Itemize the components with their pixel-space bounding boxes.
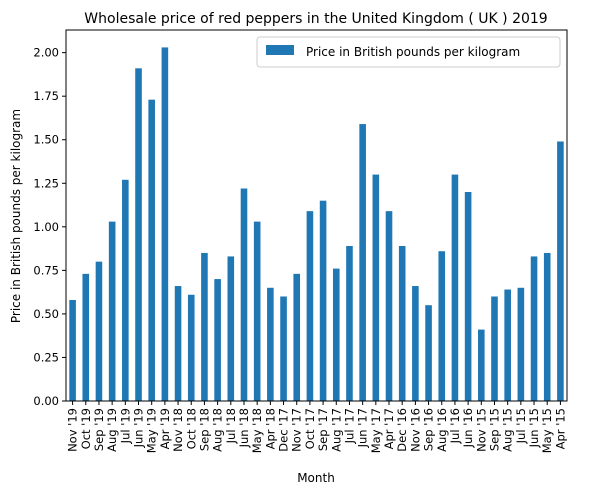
- x-tick-label: Dec '16: [395, 408, 409, 452]
- x-axis-label: Month: [297, 471, 335, 485]
- bar: [332, 268, 340, 401]
- x-axis: Nov '19 Oct '19 Sep '19 Aug '19 Jul '19 Jun '…: [66, 401, 567, 453]
- y-tick-label: 1.25: [33, 176, 59, 190]
- x-tick-label: Aug '19: [105, 408, 119, 452]
- bar: [240, 188, 248, 401]
- x-tick-label: Jul '15: [514, 408, 528, 444]
- x-tick-label: Apr '17: [382, 408, 396, 449]
- y-tick-label: 0.75: [33, 263, 59, 277]
- x-tick-label: Jul '19: [118, 408, 132, 444]
- bar: [201, 252, 208, 401]
- bar: [451, 174, 459, 401]
- bar: [174, 286, 182, 401]
- bar: [530, 256, 538, 401]
- x-tick-label: Jun '15: [527, 408, 541, 448]
- x-tick-label: Nov '17: [290, 408, 304, 452]
- bar: [319, 200, 327, 401]
- bar: [293, 273, 301, 401]
- bar: [214, 279, 221, 401]
- x-tick-label: Sep '17: [316, 408, 330, 451]
- bar: [504, 289, 511, 401]
- x-tick-label: Oct '17: [303, 408, 317, 449]
- x-tick-label: Oct '19: [79, 408, 93, 449]
- legend-box: [256, 36, 561, 68]
- x-tick-label: Jun '17: [356, 408, 370, 448]
- x-tick-label: Jun '18: [237, 408, 251, 448]
- y-tick-label: 2.00: [33, 46, 59, 60]
- x-tick-label: Sep '18: [197, 408, 211, 451]
- y-tick-label: 0.25: [33, 350, 59, 364]
- bar: [557, 141, 564, 401]
- bar: [372, 174, 380, 401]
- bar: [227, 256, 235, 401]
- y-axis-label: Price in British pounds per kilogram: [9, 109, 23, 323]
- x-tick-label: May '17: [369, 408, 383, 453]
- bar: [385, 211, 393, 401]
- bar: [543, 252, 551, 401]
- bar: [161, 47, 169, 401]
- x-tick-label: Nov '18: [171, 408, 185, 452]
- x-tick-label: Aug '16: [435, 408, 449, 452]
- bar: [346, 245, 353, 401]
- bar: [148, 99, 155, 402]
- bar: [478, 329, 485, 401]
- bar: [267, 287, 274, 401]
- x-tick-label: Oct '18: [184, 408, 198, 449]
- x-tick-label: Jul '17: [342, 408, 356, 444]
- y-tick-label: 0.00: [33, 394, 59, 408]
- x-tick-label: Jul '18: [224, 408, 238, 444]
- legend: Price in British pounds per kilogram: [256, 36, 561, 68]
- x-tick-label: Sep '15: [487, 408, 501, 451]
- y-tick-label: 1.50: [33, 133, 59, 147]
- x-tick-label: Jun '16: [461, 408, 475, 448]
- x-tick-label: May '15: [540, 408, 554, 453]
- bar: [425, 305, 432, 401]
- x-tick-label: Aug '15: [501, 408, 515, 452]
- x-tick-label: Nov '15: [474, 408, 488, 452]
- x-tick-label: Aug '17: [329, 408, 343, 452]
- bar: [135, 68, 142, 402]
- x-tick-label: Jul '16: [448, 408, 462, 444]
- y-tick-label: 0.50: [33, 307, 59, 321]
- legend-swatch: [266, 45, 294, 55]
- x-tick-label: Apr '19: [158, 408, 172, 449]
- bar: [412, 286, 419, 401]
- x-tick-label: May '18: [250, 408, 264, 453]
- bar: [95, 261, 103, 401]
- x-tick-label: Nov '16: [408, 408, 422, 452]
- bar: [108, 221, 116, 401]
- x-tick-label: Jun '19: [132, 408, 146, 448]
- bar: [69, 299, 76, 401]
- x-tick-label: May '19: [145, 408, 159, 453]
- bar: [253, 221, 261, 401]
- plot-frame: [65, 29, 568, 402]
- y-axis: 0.00 0.25 0.50 0.75 1.00 1.25 1.50 1.75 2.00: [33, 46, 66, 408]
- x-tick-label: Apr '15: [553, 408, 567, 449]
- bar: [491, 296, 498, 401]
- x-tick-label: Sep '19: [92, 408, 106, 451]
- legend-label: Price in British pounds per kilogram: [306, 45, 520, 59]
- bar: [517, 287, 525, 401]
- x-tick-label: Apr '18: [263, 408, 277, 449]
- chart-title: Wholesale price of red peppers in the Un…: [84, 11, 547, 27]
- bar: [398, 245, 406, 401]
- x-tick-label: Nov '19: [66, 408, 80, 452]
- bar: [438, 251, 446, 401]
- bar: [122, 179, 129, 401]
- bar: [306, 211, 314, 401]
- bar: [464, 191, 472, 401]
- bars-group: [69, 47, 564, 402]
- x-tick-label: Dec '17: [277, 408, 291, 452]
- y-tick-label: 1.75: [33, 89, 59, 103]
- bar: [187, 294, 195, 401]
- bar: [280, 296, 287, 401]
- x-tick-label: Aug '18: [211, 408, 225, 452]
- bar: [82, 273, 90, 401]
- y-tick-label: 1.00: [33, 220, 59, 234]
- bar: [359, 124, 366, 401]
- x-tick-label: Sep '16: [422, 408, 436, 451]
